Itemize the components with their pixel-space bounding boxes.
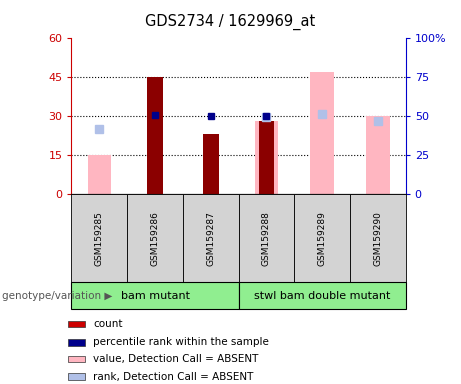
Bar (203, 134, 219, 194)
Bar (68, 321, 85, 328)
Bar (310, 72, 334, 194)
Bar (147, 77, 163, 194)
Bar (183, 194, 238, 282)
Bar (259, 121, 274, 194)
Text: genotype/variation ▶: genotype/variation ▶ (2, 291, 112, 301)
Text: stwl bam double mutant: stwl bam double mutant (254, 291, 390, 301)
Text: rank, Detection Call = ABSENT: rank, Detection Call = ABSENT (93, 372, 254, 382)
Bar (238, 282, 406, 309)
Text: GSM159290: GSM159290 (373, 211, 382, 265)
Text: bam mutant: bam mutant (120, 291, 189, 301)
Text: percentile rank within the sample: percentile rank within the sample (93, 338, 269, 348)
Bar (238, 194, 294, 282)
Bar (68, 339, 85, 346)
Text: GSM159286: GSM159286 (150, 211, 160, 265)
Bar (127, 194, 183, 282)
Text: GSM159287: GSM159287 (206, 211, 215, 265)
Text: count: count (93, 319, 123, 329)
Text: GDS2734 / 1629969_at: GDS2734 / 1629969_at (145, 13, 316, 30)
Bar (68, 356, 85, 362)
Bar (71, 282, 239, 309)
Bar (68, 373, 85, 380)
Bar (350, 194, 406, 282)
Text: GSM159285: GSM159285 (95, 211, 104, 265)
Text: GSM159288: GSM159288 (262, 211, 271, 265)
Bar (88, 155, 111, 194)
Text: value, Detection Call = ABSENT: value, Detection Call = ABSENT (93, 354, 259, 364)
Bar (255, 121, 278, 194)
Bar (366, 116, 390, 194)
Text: GSM159289: GSM159289 (318, 211, 327, 265)
Bar (294, 194, 350, 282)
Bar (71, 194, 127, 282)
